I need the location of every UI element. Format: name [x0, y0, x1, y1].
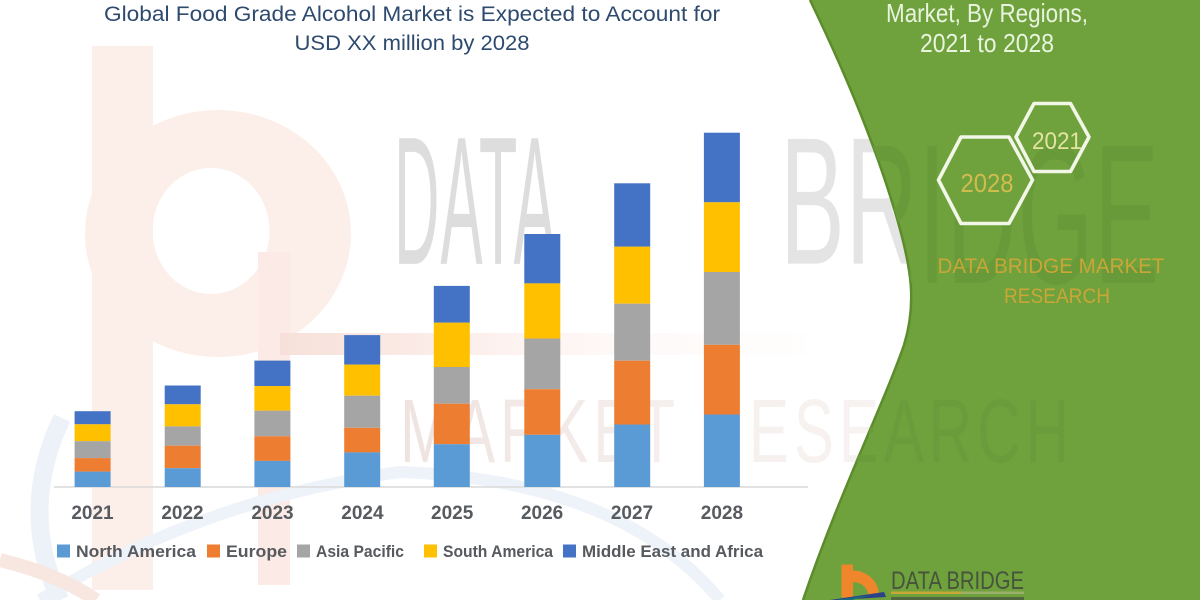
- svg-text:2024: 2024: [341, 503, 384, 524]
- svg-text:2023: 2023: [251, 503, 293, 524]
- svg-text:2028: 2028: [701, 503, 743, 524]
- svg-text:2022: 2022: [161, 503, 203, 524]
- svg-text:Middle East and Africa: Middle East and Africa: [582, 542, 764, 561]
- svg-text:North America: North America: [76, 542, 197, 561]
- svg-text:2021: 2021: [1032, 128, 1082, 155]
- svg-text:USD XX million by 2028: USD XX million by 2028: [295, 31, 530, 55]
- svg-text:DATA BRIDGE MARKET: DATA BRIDGE MARKET: [938, 255, 1165, 278]
- svg-text:2025: 2025: [431, 503, 474, 524]
- svg-text:Asia Pacific: Asia Pacific: [316, 542, 404, 561]
- svg-text:2021: 2021: [71, 503, 114, 524]
- svg-text:2021 to 2028: 2021 to 2028: [920, 28, 1054, 58]
- svg-text:DATA BRIDGE: DATA BRIDGE: [891, 567, 1024, 595]
- svg-text:Europe: Europe: [226, 542, 287, 561]
- svg-text:Market, By Regions,: Market, By Regions,: [886, 0, 1088, 28]
- svg-text:RESEARCH: RESEARCH: [1004, 285, 1110, 308]
- svg-text:Global Food Grade Alcohol Mark: Global Food Grade Alcohol Market is Expe…: [104, 2, 720, 26]
- svg-text:2026: 2026: [521, 503, 563, 524]
- svg-text:South America: South America: [443, 542, 553, 561]
- svg-text:2027: 2027: [611, 503, 653, 524]
- svg-text:2028: 2028: [961, 168, 1014, 198]
